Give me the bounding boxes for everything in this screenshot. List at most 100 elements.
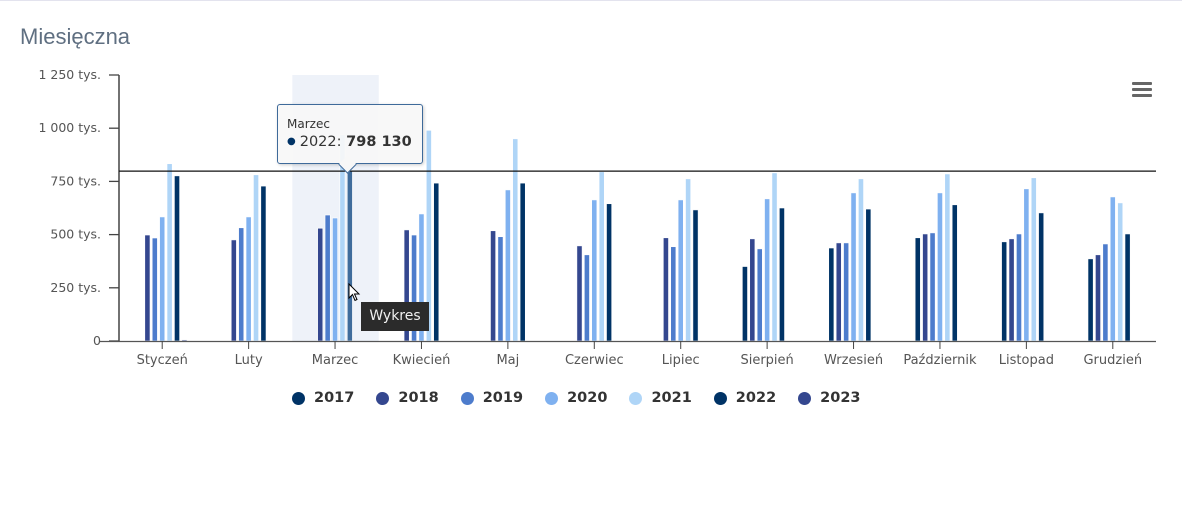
bar-2020-Wrzesień[interactable] (850, 192, 857, 342)
y-tick-label: 1 000 tys. (38, 120, 101, 135)
legend-item-2019[interactable]: 2019 (460, 390, 524, 406)
bar-2022-Listopad[interactable] (1038, 212, 1045, 342)
legend-label: 2017 (314, 390, 355, 406)
bar-2022-Luty[interactable] (260, 185, 267, 342)
bar-2019-Styczeń[interactable] (151, 237, 158, 342)
bar-2018-Lipiec[interactable] (663, 237, 669, 342)
x-category-label: Wrzesień (824, 353, 883, 368)
bar-2020-Październik[interactable] (937, 192, 943, 342)
bar-2019-Lipiec[interactable] (670, 246, 677, 342)
bar-2022-Maj[interactable] (519, 182, 526, 342)
x-category-label: Lipiec (662, 353, 700, 368)
bar-2019-Październik[interactable] (929, 232, 936, 342)
bar-2021-Lipiec[interactable] (685, 178, 692, 342)
bar-2020-Grudzień[interactable] (1109, 196, 1116, 342)
tooltip-category: Marzec (287, 117, 330, 131)
legend-dot-icon (545, 391, 559, 405)
legend-dot-icon (376, 391, 390, 405)
hamburger-menu-icon (1132, 94, 1152, 97)
legend-item-2022[interactable]: 2022 (713, 390, 776, 406)
bar-2021-Wrzesień[interactable] (858, 178, 864, 342)
hamburger-menu-icon (1132, 88, 1152, 91)
bar-2022-Październik[interactable] (951, 204, 958, 342)
bar-2020-Maj[interactable] (504, 189, 511, 342)
bar-2022-Wrzesień[interactable] (865, 208, 872, 342)
bar-2017-Grudzień[interactable] (1087, 258, 1094, 342)
bar-2020-Listopad[interactable] (1023, 188, 1030, 342)
bar-2020-Marzec[interactable] (332, 217, 338, 342)
bar-2020-Luty[interactable] (245, 216, 252, 342)
bar-2021-Czerwiec[interactable] (598, 171, 605, 342)
chart-menu-button[interactable] (1131, 80, 1153, 100)
x-category-label: Sierpień (740, 353, 793, 368)
top-border (0, 0, 1182, 1)
bar-2022-Czerwiec[interactable] (606, 203, 612, 342)
bar-2017-Listopad[interactable] (1001, 241, 1008, 342)
bar-2022-Marzec[interactable] (346, 170, 353, 342)
bar-2019-Marzec[interactable] (324, 214, 331, 342)
hamburger-menu-icon (1132, 82, 1152, 85)
legend-label: 2020 (567, 390, 608, 406)
bar-2018-Luty[interactable] (230, 239, 237, 342)
bar-2021-Luty[interactable] (253, 174, 259, 342)
legend-dot-icon (798, 391, 812, 405)
x-category-label: Czerwiec (565, 353, 624, 368)
bar-2023-Styczeń[interactable] (181, 339, 188, 342)
bar-2018-Czerwiec[interactable] (576, 245, 583, 342)
bar-2019-Czerwiec[interactable] (583, 254, 590, 342)
bar-2018-Listopad[interactable] (1008, 238, 1015, 342)
bar-2017-Październik[interactable] (914, 237, 921, 342)
bar-2022-Kwiecień[interactable] (433, 182, 440, 342)
bar-2018-Styczeń[interactable] (144, 234, 151, 342)
legend-item-2020[interactable]: 2020 (545, 390, 607, 406)
bar-2017-Wrzesień[interactable] (828, 247, 835, 342)
bar-2019-Sierpień[interactable] (756, 248, 763, 342)
legend-label: 2018 (398, 390, 439, 406)
tooltip-row: ● 2022: 798 130 (287, 134, 412, 150)
x-category-label: Marzec (312, 353, 359, 368)
bar-2020-Czerwiec[interactable] (591, 199, 598, 342)
legend-dot-icon (629, 391, 643, 405)
legend-label: 2019 (482, 390, 524, 406)
bar-2021-Maj[interactable] (512, 138, 519, 342)
bar-2021-Październik[interactable] (944, 173, 951, 342)
bar-2020-Sierpień[interactable] (764, 198, 771, 342)
bar-2019-Luty[interactable] (238, 227, 245, 342)
bar-2018-Grudzień[interactable] (1095, 254, 1101, 342)
bar-2022-Sierpień[interactable] (779, 207, 785, 342)
x-category-label: Maj (496, 353, 519, 368)
bar-2020-Styczeń[interactable] (159, 216, 166, 342)
bar-2018-Maj[interactable] (490, 230, 496, 342)
tooltip-series: 2022 (299, 134, 337, 150)
bar-2019-Wrzesień[interactable] (843, 242, 850, 342)
legend-item-2017[interactable]: 2017 (292, 390, 354, 406)
chart-legend: 2017 2018 2019 2020 2021 2022 2023 (292, 390, 883, 406)
bar-2017-Sierpień[interactable] (742, 266, 748, 342)
bar-2018-Sierpień[interactable] (749, 238, 756, 342)
bar-2022-Grudzień[interactable] (1124, 233, 1131, 342)
bar-2019-Listopad[interactable] (1016, 233, 1022, 342)
legend-item-2021[interactable]: 2021 (629, 390, 692, 406)
bar-2022-Lipiec[interactable] (692, 209, 699, 342)
bar-2018-Wrzesień[interactable] (835, 242, 842, 342)
bar-2019-Grudzień[interactable] (1102, 243, 1109, 342)
mouse-cursor-icon (348, 283, 361, 302)
bar-2022-Styczeń[interactable] (174, 175, 180, 342)
y-tick-label: 750 tys. (50, 173, 101, 188)
bar-2018-Październik[interactable] (922, 233, 929, 342)
legend-item-2018[interactable]: 2018 (376, 390, 439, 406)
bar-2021-Styczeń[interactable] (166, 163, 173, 342)
bar-2021-Grudzień[interactable] (1117, 202, 1124, 342)
bar-2021-Listopad[interactable] (1030, 177, 1037, 342)
legend-item-2023[interactable]: 2023 (798, 390, 861, 406)
bar-2019-Maj[interactable] (497, 236, 504, 342)
bar-2020-Lipiec[interactable] (677, 199, 684, 342)
x-category-label: Grudzień (1083, 353, 1142, 368)
bar-2021-Sierpień[interactable] (771, 172, 778, 342)
y-tick-label: 1 250 tys. (38, 67, 101, 82)
legend-dot-icon (460, 391, 474, 405)
bar-2018-Marzec[interactable] (317, 227, 324, 342)
y-tick-label: 500 tys. (50, 227, 101, 242)
legend-label: 2023 (820, 390, 861, 406)
